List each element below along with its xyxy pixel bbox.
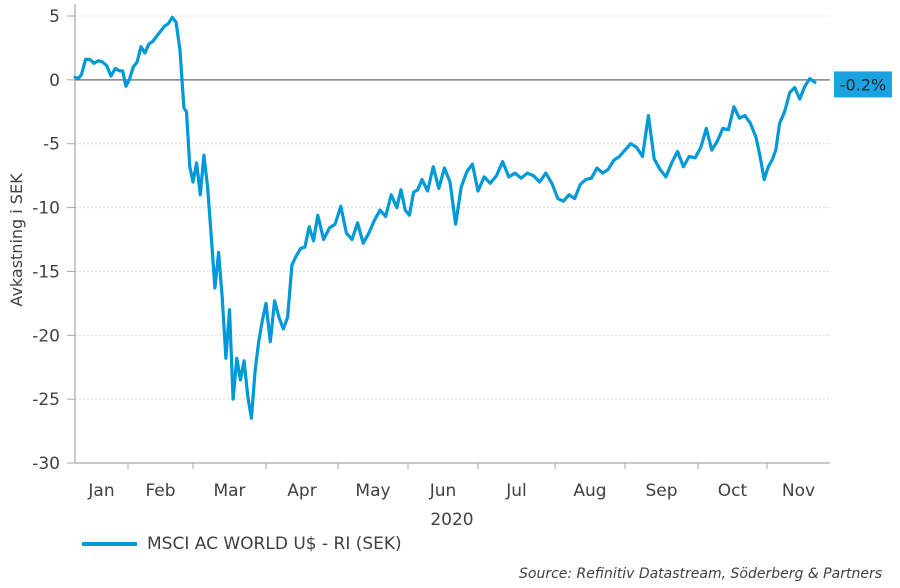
y-tick-labels: 5 0 -5 -10 -15 -20 -25 -30 <box>32 7 60 474</box>
legend-line-swatch <box>82 542 137 546</box>
y-tick-label: 5 <box>49 7 60 27</box>
x-tick-label: Nov <box>782 481 815 501</box>
y-tick-label: -30 <box>32 454 60 474</box>
y-tick-label: 0 <box>49 71 60 91</box>
y-tick-label: -25 <box>32 390 60 410</box>
y-tick-label: -10 <box>32 199 60 219</box>
axes <box>67 4 830 469</box>
y-tick-label: -15 <box>32 262 60 282</box>
y-tick-label: -20 <box>32 326 60 346</box>
x-tick-label: Jul <box>505 481 527 501</box>
legend-label: MSCI AC WORLD U$ - RI (SEK) <box>147 534 402 554</box>
last-value-text: -0.2% <box>840 75 886 94</box>
y-tick-label: -5 <box>43 135 60 155</box>
legend: MSCI AC WORLD U$ - RI (SEK) <box>82 534 402 554</box>
x-tick-label: May <box>355 481 390 501</box>
y-axis-label: Avkastning i SEK <box>7 173 26 307</box>
x-tick-label: Aug <box>573 481 606 501</box>
series <box>73 15 817 420</box>
source-note: Source: Refinitiv Datastream, Söderberg … <box>519 566 882 582</box>
x-tick-label: Feb <box>145 481 175 501</box>
x-tick-label: Oct <box>718 481 748 501</box>
last-value-callout: -0.2% <box>834 71 892 98</box>
x-tick-label: Sep <box>645 481 677 501</box>
last-value-badge <box>834 71 892 98</box>
series-line <box>73 15 817 420</box>
x-tick-label: Mar <box>213 481 245 501</box>
x-tick-label: Apr <box>287 481 316 501</box>
x-tick-label: Jun <box>429 481 457 501</box>
x-tick-label: Jan <box>87 481 114 501</box>
x-tick-labels: Jan Feb Mar Apr May Jun Jul Aug Sep Oct Nov <box>87 481 815 501</box>
x-axis-year-label: 2020 <box>430 510 473 530</box>
